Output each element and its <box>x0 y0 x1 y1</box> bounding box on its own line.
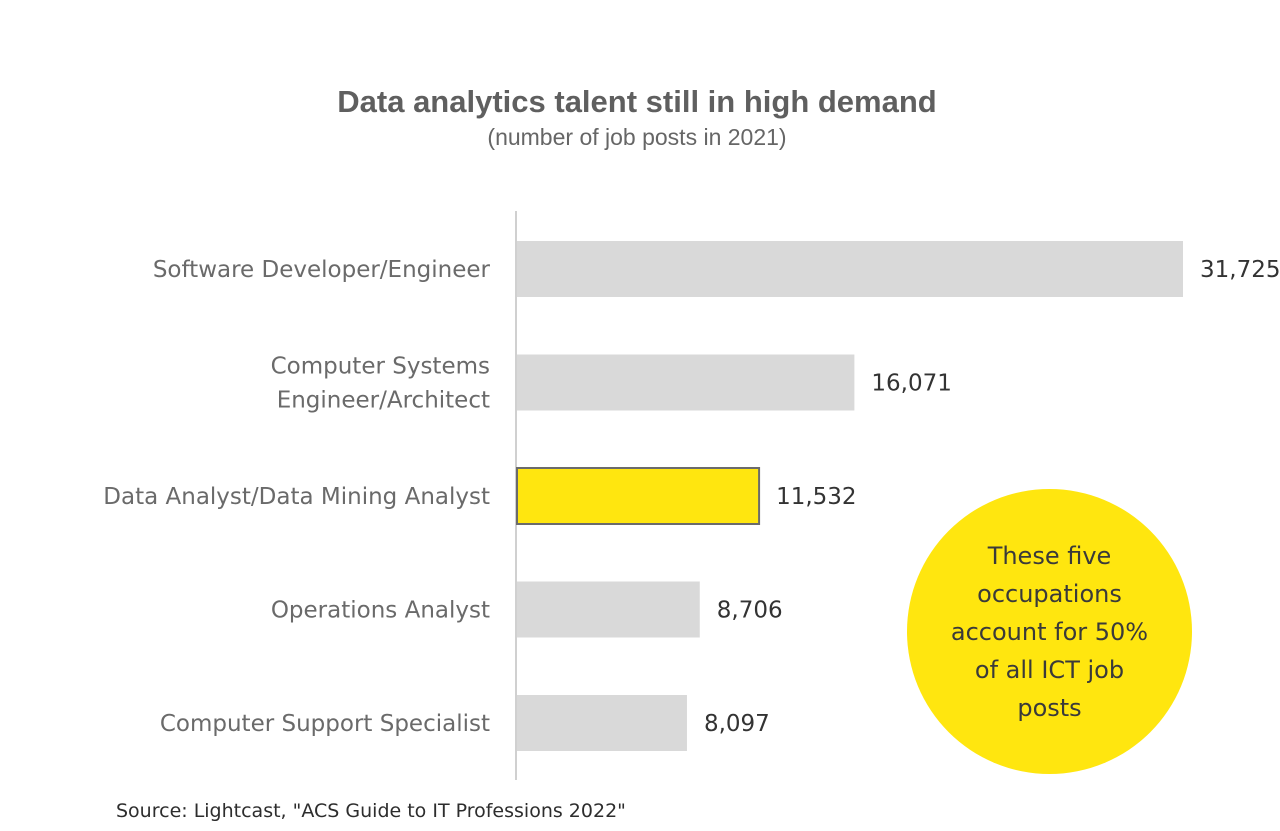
category-label-3: Operations Analyst <box>271 598 490 624</box>
bar-2 <box>516 467 761 525</box>
category-label-line: Data Analyst/Data Mining Analyst <box>103 484 490 510</box>
value-label-4: 8,097 <box>704 711 770 737</box>
source-note: Source: Lightcast, "ACS Guide to IT Prof… <box>116 800 626 822</box>
callout-circle: These five occupations account for 50% o… <box>907 489 1192 774</box>
callout-text: These five occupations account for 50% o… <box>950 541 1149 722</box>
chart-title: Data analytics talent still in high dema… <box>337 84 937 119</box>
category-label-line: Software Developer/Engineer <box>153 257 491 283</box>
category-label-1: Computer Systems Engineer/Architect <box>271 354 490 414</box>
category-label-2: Data Analyst/Data Mining Analyst <box>103 484 490 510</box>
bar-1 <box>517 354 855 411</box>
bar-4 <box>517 695 687 751</box>
category-label-0: Software Developer/Engineer <box>153 257 491 283</box>
bar-0 <box>517 241 1183 297</box>
category-label-4: Computer Support Specialist <box>160 711 490 737</box>
category-label-line: Engineer/Architect <box>277 388 490 414</box>
value-label-2: 11,532 <box>776 484 856 510</box>
chart-subtitle: (number of job posts in 2021) <box>487 124 787 150</box>
value-label-1: 16,071 <box>871 371 951 397</box>
value-label-0: 31,725 <box>1200 257 1280 283</box>
category-label-line: Computer Support Specialist <box>160 711 490 737</box>
value-label-3: 8,706 <box>717 598 783 624</box>
category-label-line: Operations Analyst <box>271 598 490 624</box>
bar-3 <box>517 581 700 638</box>
category-label-line: Computer Systems <box>271 354 490 380</box>
